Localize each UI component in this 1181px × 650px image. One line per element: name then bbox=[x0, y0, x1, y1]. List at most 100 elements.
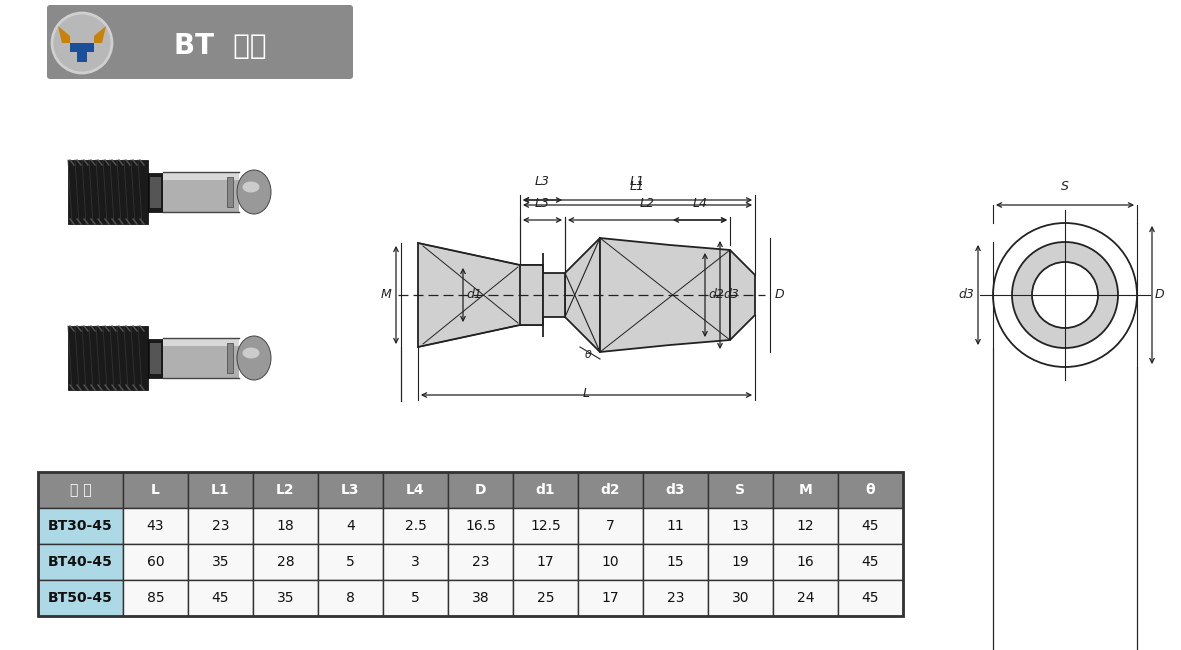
Bar bbox=[148, 173, 163, 212]
Bar bbox=[123, 544, 188, 580]
Text: 10: 10 bbox=[601, 555, 619, 569]
Text: 3: 3 bbox=[411, 555, 420, 569]
Bar bbox=[227, 343, 233, 373]
Text: 23: 23 bbox=[667, 591, 684, 605]
Bar bbox=[707, 580, 774, 616]
Text: 25: 25 bbox=[536, 591, 554, 605]
Polygon shape bbox=[600, 238, 730, 352]
Bar bbox=[123, 472, 188, 508]
Bar bbox=[513, 472, 578, 508]
Text: L1: L1 bbox=[211, 483, 230, 497]
Text: d3: d3 bbox=[958, 289, 974, 302]
Bar bbox=[38, 472, 903, 616]
Polygon shape bbox=[730, 250, 755, 340]
Bar bbox=[642, 580, 707, 616]
Bar bbox=[642, 544, 707, 580]
Text: 38: 38 bbox=[471, 591, 489, 605]
Text: BT30-45: BT30-45 bbox=[48, 519, 113, 533]
Polygon shape bbox=[543, 273, 565, 317]
Text: d1: d1 bbox=[466, 289, 482, 302]
Bar bbox=[188, 544, 253, 580]
Text: 43: 43 bbox=[146, 519, 164, 533]
Text: 12: 12 bbox=[797, 519, 815, 533]
Text: M: M bbox=[798, 483, 813, 497]
Bar bbox=[839, 472, 903, 508]
Bar bbox=[163, 172, 239, 180]
Text: 2.5: 2.5 bbox=[405, 519, 426, 533]
Bar bbox=[163, 172, 239, 212]
Ellipse shape bbox=[237, 170, 270, 214]
Text: 12.5: 12.5 bbox=[530, 519, 561, 533]
Bar bbox=[774, 472, 839, 508]
Text: D: D bbox=[1155, 289, 1164, 302]
Bar bbox=[253, 472, 318, 508]
Polygon shape bbox=[520, 265, 543, 325]
Text: 35: 35 bbox=[276, 591, 294, 605]
Text: L4: L4 bbox=[406, 483, 425, 497]
Bar bbox=[383, 580, 448, 616]
Bar bbox=[642, 472, 707, 508]
Bar bbox=[383, 472, 448, 508]
Bar bbox=[318, 508, 383, 544]
Bar bbox=[188, 580, 253, 616]
Text: L1: L1 bbox=[629, 180, 645, 193]
Polygon shape bbox=[94, 26, 106, 43]
Text: M: M bbox=[381, 289, 392, 302]
Text: 45: 45 bbox=[862, 519, 879, 533]
Text: L3: L3 bbox=[535, 197, 550, 210]
Text: L3: L3 bbox=[341, 483, 360, 497]
Text: θ: θ bbox=[866, 483, 875, 497]
Bar bbox=[774, 544, 839, 580]
Text: 85: 85 bbox=[146, 591, 164, 605]
Polygon shape bbox=[58, 26, 70, 43]
Ellipse shape bbox=[237, 336, 270, 380]
Text: BT50-45: BT50-45 bbox=[48, 591, 113, 605]
Bar bbox=[123, 508, 188, 544]
Bar bbox=[150, 177, 161, 208]
Text: S: S bbox=[736, 483, 745, 497]
Bar bbox=[448, 508, 513, 544]
Text: L4: L4 bbox=[692, 197, 707, 210]
Text: 8: 8 bbox=[346, 591, 355, 605]
Text: 35: 35 bbox=[211, 555, 229, 569]
Text: θ: θ bbox=[585, 350, 592, 360]
Bar bbox=[318, 472, 383, 508]
Text: 5: 5 bbox=[411, 591, 420, 605]
Bar bbox=[707, 508, 774, 544]
Polygon shape bbox=[418, 243, 543, 347]
Text: BT  拉钉: BT 拉钉 bbox=[174, 32, 266, 60]
Text: 型 号: 型 号 bbox=[70, 483, 91, 497]
Text: 7: 7 bbox=[606, 519, 615, 533]
Text: d2: d2 bbox=[601, 483, 620, 497]
Bar bbox=[38, 508, 123, 544]
Text: 23: 23 bbox=[211, 519, 229, 533]
Bar bbox=[68, 160, 148, 224]
Text: 45: 45 bbox=[862, 555, 879, 569]
Text: 13: 13 bbox=[732, 519, 749, 533]
Text: 15: 15 bbox=[667, 555, 684, 569]
Bar bbox=[188, 508, 253, 544]
Text: 28: 28 bbox=[276, 555, 294, 569]
Circle shape bbox=[993, 223, 1137, 367]
Text: 16.5: 16.5 bbox=[465, 519, 496, 533]
Text: 5: 5 bbox=[346, 555, 354, 569]
Bar bbox=[38, 544, 123, 580]
Circle shape bbox=[1032, 262, 1098, 328]
Bar bbox=[253, 580, 318, 616]
Bar bbox=[383, 508, 448, 544]
Text: 45: 45 bbox=[211, 591, 229, 605]
Bar bbox=[163, 338, 239, 378]
Bar bbox=[513, 508, 578, 544]
Bar bbox=[38, 580, 123, 616]
Bar bbox=[227, 177, 233, 207]
Text: d1: d1 bbox=[536, 483, 555, 497]
Bar bbox=[188, 472, 253, 508]
Bar bbox=[448, 580, 513, 616]
Text: 17: 17 bbox=[601, 591, 619, 605]
Bar bbox=[38, 472, 123, 508]
Bar bbox=[707, 472, 774, 508]
Text: 45: 45 bbox=[862, 591, 879, 605]
Bar bbox=[839, 580, 903, 616]
Bar bbox=[578, 580, 642, 616]
Text: L2: L2 bbox=[640, 197, 655, 210]
